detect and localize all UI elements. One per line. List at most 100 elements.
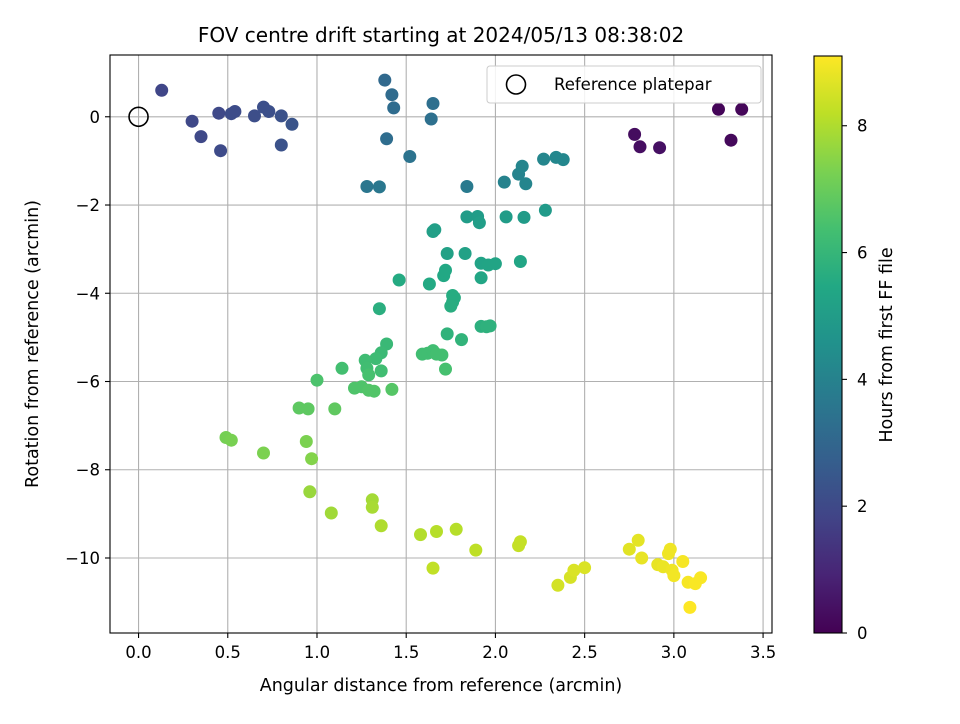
data-point bbox=[622, 542, 636, 556]
data-point bbox=[248, 109, 261, 123]
data-point bbox=[460, 180, 474, 193]
data-point bbox=[444, 299, 458, 313]
data-point bbox=[676, 555, 690, 568]
data-point bbox=[635, 551, 649, 565]
data-point bbox=[513, 255, 527, 268]
data-point bbox=[667, 569, 681, 583]
data-point bbox=[374, 364, 388, 378]
x-tick-label: 1.0 bbox=[304, 643, 330, 662]
colorbar: 0 2 4 6 8 Hours from first FF file bbox=[813, 55, 897, 643]
data-point bbox=[387, 101, 401, 115]
data-point bbox=[369, 352, 383, 366]
data-point bbox=[517, 210, 531, 224]
colorbar-tick-label: 4 bbox=[857, 370, 868, 389]
data-point bbox=[324, 506, 338, 520]
data-point bbox=[367, 384, 381, 398]
data-point bbox=[430, 525, 443, 538]
data-point bbox=[372, 180, 386, 194]
data-point bbox=[299, 435, 313, 448]
data-point bbox=[414, 528, 427, 542]
data-point bbox=[305, 452, 319, 466]
y-tick-label: 0 bbox=[90, 108, 101, 127]
data-point bbox=[683, 600, 697, 614]
data-point bbox=[328, 402, 342, 416]
data-point bbox=[551, 578, 565, 592]
data-point bbox=[422, 277, 436, 291]
colorbar-tick-label: 2 bbox=[857, 497, 868, 516]
legend-box bbox=[486, 65, 762, 104]
colorbar-frame bbox=[813, 55, 843, 634]
data-point bbox=[440, 327, 454, 341]
data-point bbox=[735, 102, 749, 116]
data-point bbox=[310, 373, 324, 387]
data-point bbox=[185, 114, 199, 128]
y-tick-label: −6 bbox=[76, 373, 100, 392]
x-tick-label: 2.5 bbox=[572, 643, 598, 662]
data-point bbox=[212, 106, 226, 120]
x-axis-label: Angular distance from reference (arcmin) bbox=[260, 676, 623, 696]
x-tick-label: 3.5 bbox=[750, 643, 776, 662]
data-point bbox=[497, 175, 511, 189]
colorbar-tick-label: 8 bbox=[857, 117, 868, 136]
data-point bbox=[455, 333, 468, 347]
data-point bbox=[385, 382, 399, 396]
data-point bbox=[428, 223, 442, 237]
data-point bbox=[426, 561, 440, 575]
data-point bbox=[653, 141, 667, 155]
data-point bbox=[380, 132, 394, 146]
data-point bbox=[499, 210, 513, 224]
data-point bbox=[348, 381, 361, 395]
y-axis-label: Rotation from reference (arcmin) bbox=[23, 200, 43, 488]
data-point bbox=[194, 130, 208, 144]
data-point bbox=[724, 133, 738, 147]
data-point bbox=[483, 319, 497, 333]
data-point bbox=[257, 446, 270, 460]
data-point bbox=[460, 210, 474, 224]
data-point bbox=[538, 203, 552, 217]
x-axis-ticks: 0.0 0.5 1.0 1.5 2.0 2.5 3.0 3.5 bbox=[125, 633, 776, 662]
data-point bbox=[694, 571, 708, 585]
data-point bbox=[228, 105, 242, 118]
colorbar-tick-label: 0 bbox=[857, 624, 868, 643]
data-point bbox=[360, 180, 374, 193]
data-point bbox=[633, 140, 647, 154]
data-point bbox=[440, 247, 454, 260]
data-point bbox=[488, 257, 502, 271]
data-point bbox=[214, 144, 228, 158]
data-point bbox=[631, 533, 645, 547]
data-point bbox=[469, 543, 483, 557]
data-point bbox=[262, 105, 276, 118]
data-point bbox=[519, 177, 533, 191]
legend-open-circle-icon bbox=[505, 74, 527, 95]
y-tick-label: −8 bbox=[76, 461, 100, 480]
legend-label-reference-platepar: Reference platepar bbox=[554, 75, 712, 94]
data-point bbox=[365, 500, 379, 514]
data-point bbox=[372, 302, 386, 316]
x-tick-label: 2.0 bbox=[482, 643, 508, 662]
colorbar-gradient bbox=[814, 56, 842, 633]
x-tick-label: 0.0 bbox=[125, 643, 151, 662]
data-point bbox=[556, 153, 570, 167]
y-tick-label: −10 bbox=[65, 549, 100, 568]
data-point bbox=[301, 402, 315, 416]
chart-title: FOV centre drift starting at 2024/05/13 … bbox=[198, 23, 684, 47]
data-point bbox=[224, 433, 238, 447]
plot-area: 0.0 0.5 1.0 1.5 2.0 2.5 3.0 3.5 0 −2 −4 −6 −8 −10 bbox=[65, 54, 776, 662]
data-point bbox=[403, 150, 417, 163]
y-tick-label: −2 bbox=[76, 196, 100, 215]
x-tick-label: 3.0 bbox=[661, 643, 687, 662]
data-point bbox=[449, 522, 463, 536]
data-point bbox=[155, 83, 169, 97]
x-tick-label: 1.5 bbox=[393, 643, 419, 662]
data-point bbox=[472, 216, 486, 230]
data-point bbox=[712, 102, 725, 116]
colorbar-ticks: 0 2 4 6 8 bbox=[842, 117, 868, 643]
data-point bbox=[663, 542, 677, 556]
data-point bbox=[474, 271, 488, 285]
data-point bbox=[439, 362, 452, 376]
y-axis-ticks: 0 −2 −4 −6 −8 −10 bbox=[65, 108, 110, 568]
data-point bbox=[335, 361, 349, 375]
data-point bbox=[458, 247, 472, 260]
data-point bbox=[424, 112, 438, 126]
